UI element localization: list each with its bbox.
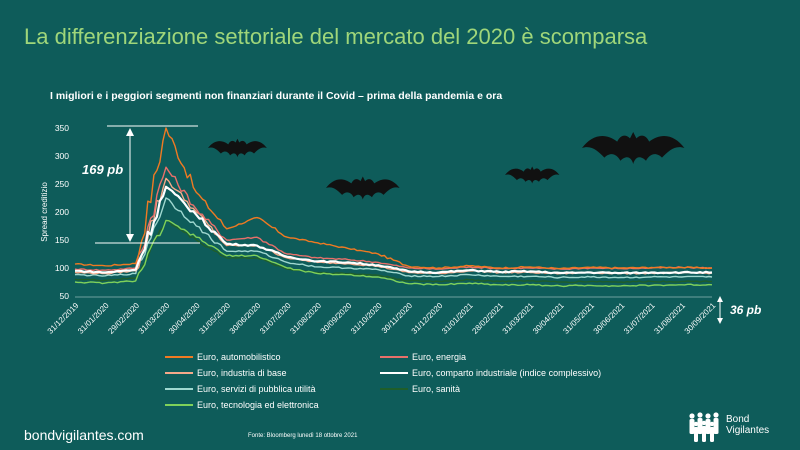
x-tick-label: 31/05/2021 <box>561 301 596 336</box>
y-tick-label: 250 <box>55 179 69 189</box>
x-tick-label: 31/07/2020 <box>258 301 293 336</box>
source-note: Fonte: Bloomberg lunedì 18 ottobre 2021 <box>248 433 358 439</box>
y-axis-label: Spread creditizio <box>40 182 49 242</box>
bondvigilantes-logo <box>689 412 719 442</box>
legend-item: Euro, servizi di pubblica utilità <box>165 384 316 394</box>
logo-line-2: Vigilantes <box>726 425 770 436</box>
annotation-36-head-up <box>717 296 723 302</box>
legend-swatch <box>165 388 193 390</box>
legend-swatch <box>380 372 408 374</box>
legend-item: Euro, industria di base <box>165 368 287 378</box>
legend-label: Euro, industria di base <box>197 368 287 378</box>
legend-label: Euro, sanità <box>412 384 461 394</box>
legend-item: Euro, automobilistico <box>165 352 281 362</box>
legend-item: Euro, sanità <box>380 384 460 394</box>
x-tick-label: 30/09/2020 <box>319 301 354 336</box>
series-line-euro-sanit- <box>74 219 713 284</box>
y-tick-label: 350 <box>55 123 69 133</box>
x-tick-label: 31/03/2020 <box>137 301 172 336</box>
bat-icon <box>582 132 685 164</box>
legend-label: Euro, tecnologia ed elettronica <box>197 400 319 410</box>
y-tick-label: 50 <box>60 291 70 301</box>
bat-icon <box>208 138 267 158</box>
legend-swatch <box>380 356 408 358</box>
legend-swatch <box>165 372 193 374</box>
x-tick-label: 30/06/2021 <box>592 301 627 336</box>
series-line-euro-automobilistico <box>74 127 713 270</box>
legend-label: Euro, energia <box>412 352 467 362</box>
x-tick-label: 30/09/2021 <box>683 301 718 336</box>
x-tick-label: 31/05/2020 <box>197 301 232 336</box>
y-tick-label: 300 <box>55 151 69 161</box>
logo-text: Bond Vigilantes <box>726 414 769 436</box>
legend-label: Euro, automobilistico <box>197 352 281 362</box>
annotation-36-head-down <box>717 318 723 324</box>
legend-item: Euro, energia <box>380 352 466 362</box>
x-tick-label: 28/02/2021 <box>470 301 505 336</box>
x-tick-label: 31/01/2020 <box>76 301 111 336</box>
series-line-euro-comparto-industriale-indice-complessivo- <box>75 185 713 275</box>
series-line-euro-servizi-di-pubblica-utilit- <box>74 197 713 279</box>
x-tick-label: 31/01/2021 <box>440 301 475 336</box>
x-tick-label: 31/10/2020 <box>349 301 384 336</box>
x-tick-label: 29/02/2020 <box>106 301 141 336</box>
y-tick-label: 150 <box>55 235 69 245</box>
annotation-arrow-head-up <box>126 128 134 136</box>
x-tick-label: 30/06/2020 <box>228 301 263 336</box>
chart-subtitle: I migliori e i peggiori segmenti non fin… <box>50 90 503 102</box>
x-tick-label: 31/07/2021 <box>622 301 657 336</box>
legend-item: Euro, tecnologia ed elettronica <box>165 400 319 410</box>
annotation-36pb: 36 pb <box>730 303 761 317</box>
x-tick-label: 30/04/2020 <box>167 301 202 336</box>
legend-label: Euro, comparto industriale (indice compl… <box>412 368 602 378</box>
x-tick-label: 31/08/2021 <box>652 301 687 336</box>
annotation-169pb: 169 pb <box>82 162 123 177</box>
x-tick-label: 31/08/2020 <box>288 301 323 336</box>
x-tick-label: 31/12/2019 <box>46 301 81 336</box>
page-title: La differenziazione settoriale del merca… <box>24 24 648 49</box>
x-tick-label: 31/03/2021 <box>501 301 536 336</box>
legend-label: Euro, servizi di pubblica utilità <box>197 384 316 394</box>
bat-icon <box>326 176 400 200</box>
x-tick-label: 31/12/2020 <box>410 301 445 336</box>
legend-swatch <box>165 356 193 358</box>
site-url[interactable]: bondvigilantes.com <box>24 427 144 443</box>
legend-swatch <box>380 388 408 390</box>
legend-item: Euro, comparto industriale (indice compl… <box>380 368 601 378</box>
series-line-euro-tecnologia-ed-elettronica <box>74 219 713 288</box>
annotation-arrow-head-down <box>126 234 134 242</box>
x-tick-label: 30/04/2021 <box>531 301 566 336</box>
y-tick-label: 100 <box>55 263 69 273</box>
y-tick-label: 200 <box>55 207 69 217</box>
logo-line-1: Bond <box>726 414 750 425</box>
bat-icon <box>505 166 560 184</box>
legend-swatch <box>165 404 193 406</box>
